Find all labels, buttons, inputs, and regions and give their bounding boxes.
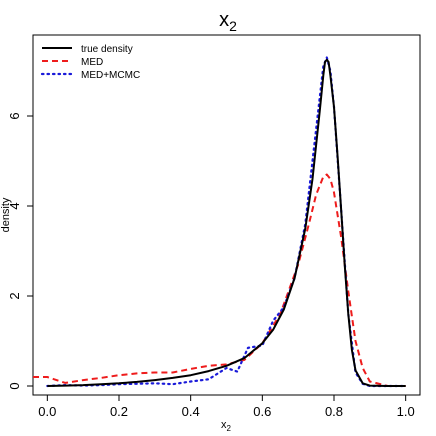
x-axis-title-main: x xyxy=(221,419,227,431)
chart-title: x2 xyxy=(219,9,237,34)
series-layer xyxy=(33,56,407,388)
x-tick-label: 0.0 xyxy=(38,404,56,419)
x-tick-label: 0.6 xyxy=(253,404,271,419)
y-axis: 0 2 4 6 xyxy=(7,112,33,390)
y-axis-title: density xyxy=(0,197,12,232)
chart-title-main: x xyxy=(219,9,229,31)
y-tick-label: 0 xyxy=(7,382,22,389)
x-tick-label: 1.0 xyxy=(397,404,415,419)
x-tick-label: 0.2 xyxy=(110,404,128,419)
y-tick-label: 4 xyxy=(7,202,22,209)
legend: true density MED MED+MCMC xyxy=(40,44,140,81)
legend-label-med-mcmc: MED+MCMC xyxy=(81,70,140,81)
chart-title-subscript: 2 xyxy=(229,18,237,34)
plot-area xyxy=(32,34,421,396)
x-tick-label: 0.4 xyxy=(182,404,200,419)
y-tick-label: 6 xyxy=(7,112,22,119)
legend-label-med: MED xyxy=(81,57,103,68)
y-tick-label: 2 xyxy=(7,292,22,299)
x-axis-title: x2 xyxy=(221,419,232,433)
legend-label-true-density: true density xyxy=(81,44,133,55)
x-tick-label: 0.8 xyxy=(325,404,343,419)
x-axis-title-subscript: 2 xyxy=(227,424,232,433)
series-line-true-density xyxy=(47,58,406,387)
x-axis: 0.0 0.2 0.4 0.6 0.8 1.0 xyxy=(38,395,415,419)
